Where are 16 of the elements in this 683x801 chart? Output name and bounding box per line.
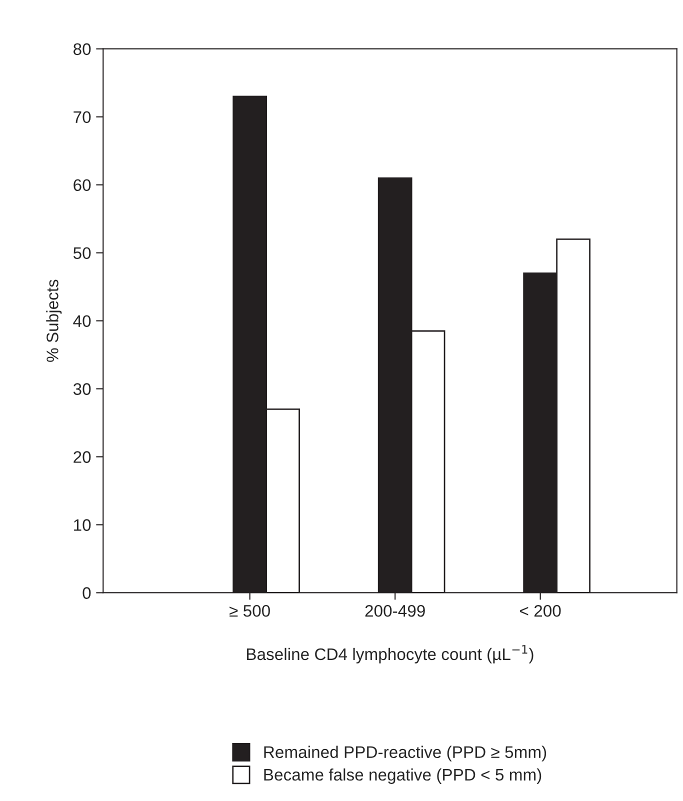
y-tick-label: 80 (74, 43, 91, 56)
y-tick-label: 30 (73, 383, 91, 395)
y-tick-label: 20 (74, 451, 91, 463)
legend-label: Remained PPD-reactive (PPD ≥ 5mm) (264, 746, 546, 762)
y-axis-title: % Subjects (46, 280, 62, 362)
x-axis-title: Baseline CD4 lymphocyte count (µL$^{−1}$) (247, 645, 534, 664)
y-tick-label: 50 (73, 247, 91, 260)
x-tick-label: ≥ 500 (230, 604, 270, 617)
x-tick-label: 200-499 (365, 604, 425, 617)
x-tick-label: < 200 (520, 604, 561, 617)
y-tick-label: 60 (74, 179, 91, 192)
y-tick-label: 40 (73, 315, 91, 328)
y-tick-label: 70 (74, 111, 91, 124)
y-tick-label: 10 (74, 519, 91, 531)
y-tick-label: 0 (82, 587, 91, 599)
legend-label: Became false negative (PPD < 5 mm) (264, 768, 542, 784)
